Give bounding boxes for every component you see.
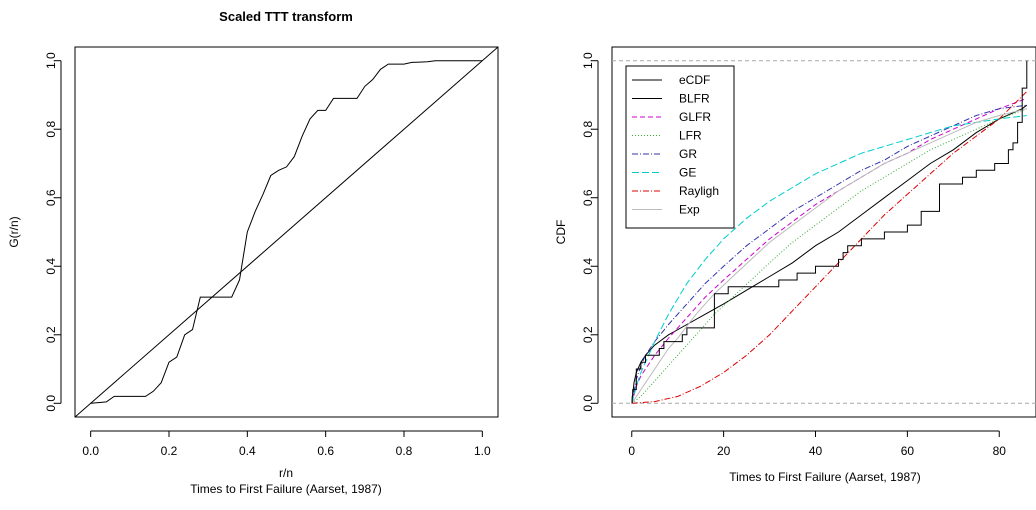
cdf-plot-ylabel: CDF [554,220,568,245]
cdf-plot-x-tick-label: 60 [901,444,915,458]
legend-label-lfr: LFR [679,129,702,143]
ttt-plot-x-tick-label: 0.0 [82,444,99,458]
ttt-plot-y-tick-label: 0.2 [44,326,58,343]
cdf-plot-y-tick-label: 0.2 [581,326,595,343]
ttt-plot-y-tick-label: 0.8 [44,121,58,138]
ttt-plot-x-tick-label: 0.2 [161,444,178,458]
cdf-legend-box [625,65,735,229]
cdf-plot-y-tick-label: 0.4 [581,258,595,275]
series-rayligh-line [631,91,1028,404]
cdf-plot-frame [611,46,1036,418]
ttt-plot-title: Scaled TTT transform [219,9,353,24]
cdf-plot-y-tick-label: 1.0 [581,52,595,69]
series-lfr-line [631,108,1027,404]
ttt-plot-x-tick-label: 0.6 [317,444,334,458]
ttt-plot-x-tick-label: 0.4 [239,444,256,458]
series-gr-line [631,104,1027,404]
legend-label-ge: GE [679,166,696,180]
cdf-legend: eCDF BLFR GLFR LFR GR GE Rayligh Exp [625,65,735,229]
series-glfr-line [631,97,1027,404]
ttt-plot-y-tick-label: 0.6 [44,189,58,206]
cdf-plot-x-tick-label: 80 [993,444,1007,458]
legend-label-rayligh: Rayligh [679,184,719,198]
series-exp-line [631,108,1027,404]
cdf-plot-y-tick-label: 0.8 [581,121,595,138]
ttt-plot: Scaled TTT transform r/n Times to First … [7,9,499,496]
legend-label-gr: GR [679,147,697,161]
series-ecdf-line [631,60,1028,404]
ttt-plot-y-tick-label: 1.0 [44,52,58,69]
cdf-plot: Times to First Failure (Aarset, 1987) CD… [554,46,1036,484]
ttt-plot-xlabel: r/n [279,466,293,480]
legend-label-ecdf: eCDF [679,73,710,87]
ttt-plot-x-tick-label: 0.8 [396,444,413,458]
ttt-plot-x-tick-label: 1.0 [474,444,491,458]
cdf-plot-xlabel: Times to First Failure (Aarset, 1987) [729,470,921,484]
ttt-plot-frame [74,46,499,418]
ttt-plot-xlabel-sub: Times to First Failure (Aarset, 1987) [190,482,382,496]
cdf-plot-x-tick-label: 0 [628,444,635,458]
cdf-plot-x-tick-label: 20 [717,444,731,458]
legend-label-blfr: BLFR [679,92,710,106]
legend-label-glfr: GLFR [679,110,711,124]
cdf-plot-y-tick-label: 0.6 [581,189,595,206]
ttt-plot-y-tick-label: 0.0 [44,395,58,412]
ttt-plot-y-tick-label: 0.4 [44,258,58,275]
series-ge-line [631,115,1027,404]
ttt-curve [90,60,483,404]
diagonal-reference-line [75,47,498,417]
ttt-plot-ylabel: G(r/n) [7,216,21,247]
legend-label-exp: Exp [679,203,700,217]
cdf-plot-y-tick-label: 0.0 [581,395,595,412]
cdf-plot-x-tick-label: 40 [809,444,823,458]
